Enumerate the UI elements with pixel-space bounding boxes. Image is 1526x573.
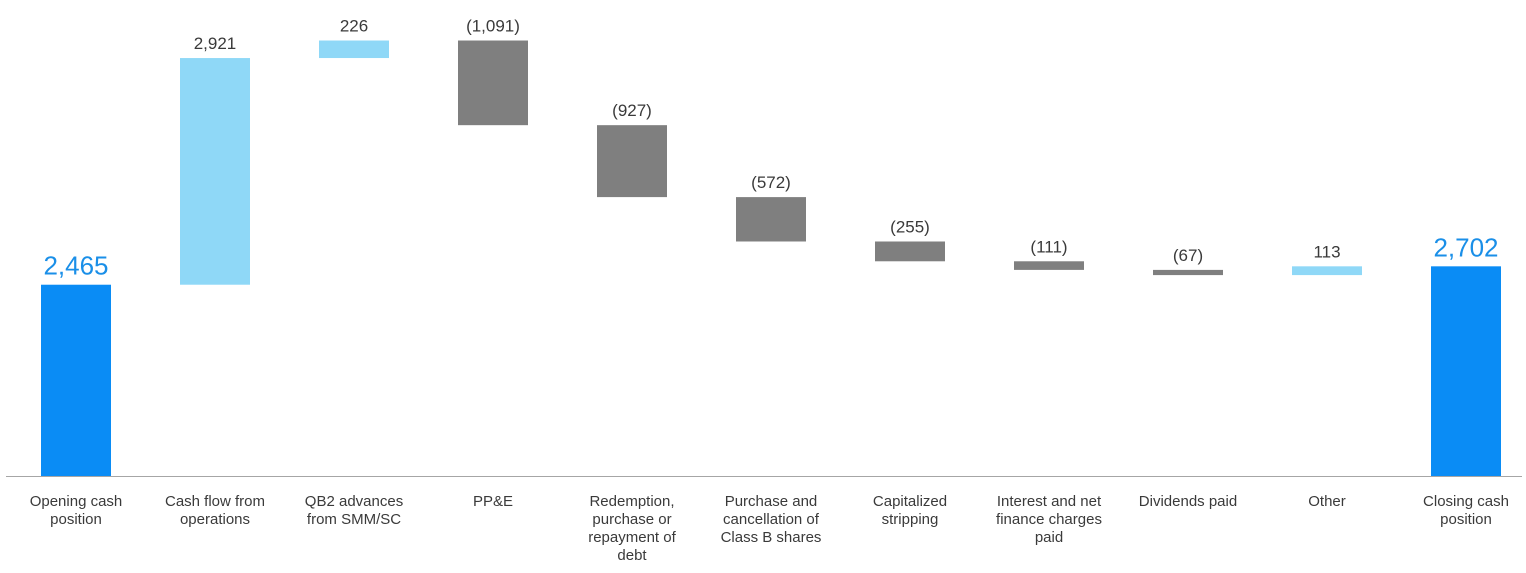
category-label-6: Purchase and cancellation of Class B share… xyxy=(721,493,822,546)
category-label-1: Opening cash position xyxy=(30,493,123,528)
value-label-10: 113 xyxy=(1313,242,1340,261)
value-label-7: (255) xyxy=(890,217,930,236)
category-label-2: Cash flow from operations xyxy=(165,493,265,528)
bar-2 xyxy=(180,58,250,285)
bar-5 xyxy=(597,125,667,198)
value-label-4: (1,091) xyxy=(466,17,520,36)
bar-3 xyxy=(319,40,389,59)
value-label-3: 226 xyxy=(340,17,368,36)
category-label-10: Other xyxy=(1308,493,1346,510)
bar-8 xyxy=(1014,261,1084,270)
bars-group xyxy=(41,40,1501,476)
value-label-9: (67) xyxy=(1173,246,1203,265)
value-label-8: (111) xyxy=(1030,237,1067,256)
bar-9 xyxy=(1153,269,1223,276)
bar-11 xyxy=(1431,266,1501,476)
value-label-5: (927) xyxy=(612,101,652,120)
bar-4 xyxy=(458,40,528,126)
bar-6 xyxy=(736,197,806,242)
category-labels-group: Opening cash position Cash flow from operat… xyxy=(30,493,1509,564)
category-label-4: PP&E xyxy=(473,493,513,510)
bar-10 xyxy=(1292,266,1362,276)
category-label-8: Interest and net finance charges paid xyxy=(996,493,1102,546)
value-label-2: 2,921 xyxy=(194,34,237,53)
bar-7 xyxy=(875,241,945,262)
category-label-5: Redemption, purchase or repayment of debt xyxy=(588,493,676,564)
category-label-7: Capitalized stripping xyxy=(873,493,947,528)
value-labels-group: 2,465 2,921 226 (1,091) (927) (572) (255) (111)… xyxy=(43,17,1498,281)
category-label-11: Closing cash position xyxy=(1423,493,1509,528)
value-label-11: 2,702 xyxy=(1433,232,1498,262)
value-label-6: (572) xyxy=(751,173,791,192)
category-label-3: QB2 advances from SMM/SC xyxy=(305,493,403,528)
bar-1 xyxy=(41,284,111,476)
category-label-9: Dividends paid xyxy=(1139,493,1237,510)
value-label-1: 2,465 xyxy=(43,251,108,281)
